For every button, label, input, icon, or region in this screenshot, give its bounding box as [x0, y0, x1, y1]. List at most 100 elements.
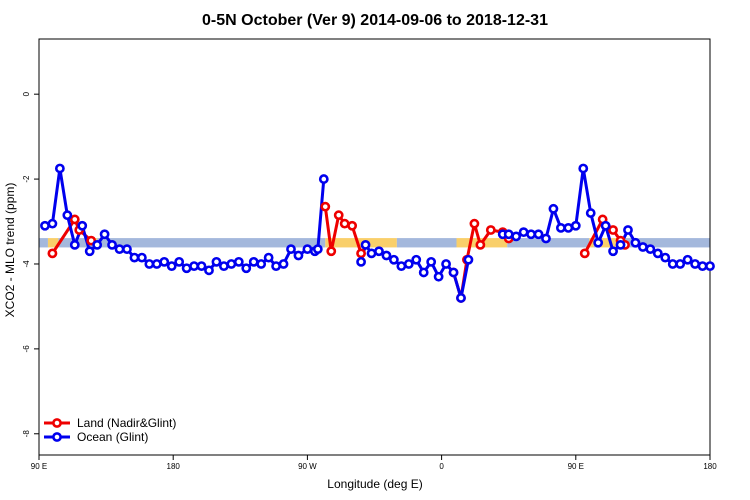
y-tick-label: 0	[22, 91, 31, 96]
ocean-data-point	[426, 256, 437, 267]
ocean-data-point	[196, 261, 207, 272]
ocean-data-point	[463, 254, 474, 265]
ocean-data-point	[503, 229, 514, 240]
ocean-data-point	[159, 256, 170, 267]
land-data-point	[475, 239, 486, 250]
ocean-data-point	[92, 239, 103, 250]
ocean-data-point	[705, 261, 715, 272]
band-segment-land	[47, 238, 59, 248]
ocean-data-point	[652, 248, 663, 259]
ocean-data-point	[615, 239, 626, 250]
land-data-point	[333, 210, 344, 221]
ocean-data-point	[226, 259, 237, 269]
ocean-data-point	[682, 254, 693, 265]
ocean-data-point	[675, 259, 686, 269]
ocean-data-point	[570, 220, 581, 231]
ocean-data-point	[418, 267, 429, 278]
ocean-data-point	[107, 239, 117, 250]
ocean-data-point	[441, 259, 451, 269]
plot-frame	[38, 38, 711, 456]
ocean-data-point	[263, 252, 274, 263]
land-data-point	[320, 201, 331, 212]
x-tick-label: 90 E	[31, 462, 47, 471]
land-data-point	[339, 218, 350, 229]
ocean-data-point	[211, 256, 222, 267]
ocean-data-point	[278, 259, 289, 269]
ocean-data-point	[233, 256, 244, 267]
ocean-data-point	[318, 174, 329, 184]
ocean-data-point	[356, 256, 366, 267]
chart-title: 0-5N October (Ver 9) 2014-09-06 to 2018-…	[202, 12, 548, 29]
land-data-point	[608, 225, 618, 235]
ocean-data-point	[241, 263, 252, 274]
legend-ocean-label: Ocean (Glint)	[77, 430, 148, 444]
land-data-point	[326, 246, 337, 257]
ocean-data-point	[256, 259, 267, 269]
land-data-point	[579, 248, 590, 259]
ocean-data-point	[623, 225, 633, 235]
x-tick-label: 0	[439, 462, 444, 471]
ocean-data-point	[518, 227, 529, 238]
ocean-data-point	[248, 256, 259, 267]
ocean-data-point	[396, 261, 407, 272]
ocean-data-point	[136, 252, 147, 263]
legend: Land (Nadir&Glint)Ocean (Glint)	[44, 416, 176, 444]
ocean-data-point	[122, 244, 132, 255]
land-data-point	[69, 214, 80, 225]
legend-land-label: Land (Nadir&Glint)	[77, 416, 176, 430]
ocean-data-point	[69, 239, 80, 250]
band-segment-ocean	[396, 238, 457, 248]
band-segment-ocean	[39, 238, 48, 248]
ocean-data-point	[593, 237, 604, 248]
ocean-data-point	[77, 220, 88, 231]
ocean-data-point	[585, 208, 596, 218]
ocean-data-point	[563, 222, 574, 233]
y-tick-label: -8	[22, 430, 31, 438]
ocean-data-point	[381, 250, 392, 261]
ocean-data-point	[403, 259, 414, 269]
ocean-data-point	[40, 220, 50, 231]
x-tick-label: 180	[167, 462, 181, 471]
ocean-data-point	[366, 248, 377, 259]
ocean-data-point	[374, 246, 384, 257]
ocean-data-point	[667, 259, 678, 269]
ocean-data-point	[526, 229, 536, 240]
ocean-data-point	[54, 163, 65, 174]
band-segment-land	[325, 238, 397, 248]
y-axis-label: XCO2 - MLO trend (ppm)	[3, 183, 17, 318]
ocean-data-point	[541, 233, 551, 244]
ocean-data-point	[286, 244, 296, 255]
band-segment-ocean	[623, 238, 710, 248]
ocean-data-point	[84, 246, 95, 257]
ocean-data-point	[533, 229, 544, 240]
ocean-data-point	[360, 239, 371, 250]
ocean-data-point	[62, 210, 73, 221]
ocean-data-point	[555, 222, 566, 233]
ocean-data-point	[181, 263, 192, 274]
ocean-data-point	[151, 259, 162, 269]
ocean-data-point	[608, 246, 618, 257]
ocean-data-point	[271, 261, 281, 272]
land-data-point	[356, 248, 366, 259]
ocean-data-point	[548, 203, 559, 214]
ocean-data-point	[114, 244, 125, 255]
x-tick-label: 90 W	[298, 462, 317, 471]
ocean-data-point	[645, 244, 656, 255]
ocean-data-point	[144, 259, 155, 269]
ocean-data-point	[47, 218, 58, 229]
plot-area: 90 E 180 90 W 0 90 E 180 0 -2 -4 -6 -8	[22, 38, 717, 471]
ocean-data-point	[433, 271, 444, 282]
x-tick-label: 180	[703, 462, 717, 471]
ocean-data-point	[697, 261, 708, 272]
land-data-point	[485, 225, 496, 235]
legend-land-marker	[52, 418, 62, 428]
ocean-data-point	[660, 252, 671, 263]
ocean-data-point	[312, 244, 323, 255]
ocean-data-point	[600, 220, 611, 231]
land-data-point	[347, 220, 358, 231]
y-tick-label: -6	[22, 345, 31, 353]
land-data-point	[47, 248, 58, 259]
ocean-data-point	[448, 267, 459, 278]
